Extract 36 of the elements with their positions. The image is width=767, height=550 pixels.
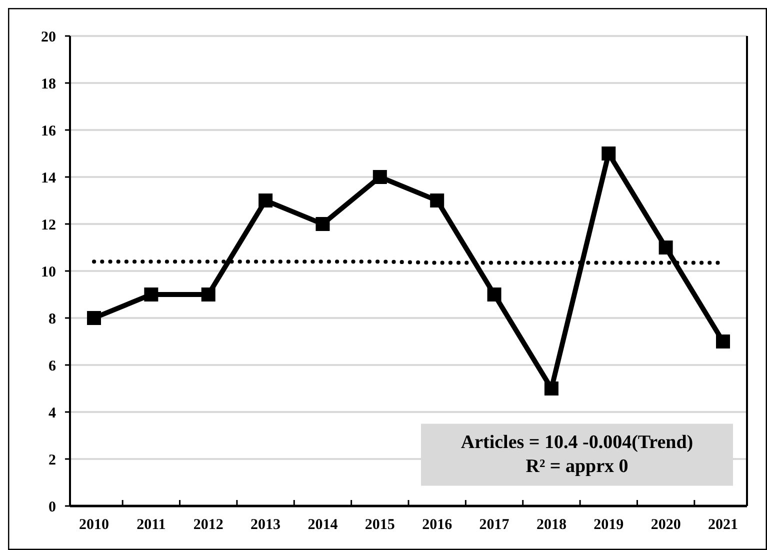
x-tick-label: 2010 <box>79 517 109 533</box>
x-tick-label: 2018 <box>536 517 566 533</box>
point <box>602 146 616 160</box>
x-tick-label: 2013 <box>250 517 281 533</box>
y-tick-label: 6 <box>48 358 56 374</box>
y-tick-label: 0 <box>48 499 56 516</box>
point <box>258 194 273 208</box>
point <box>544 382 558 396</box>
x-tick-label: 2011 <box>136 517 166 533</box>
point <box>372 170 387 184</box>
y-tick-label: 10 <box>41 264 56 280</box>
x-tick-label: 2016 <box>422 517 453 533</box>
y-tick-label: 12 <box>41 217 56 234</box>
y-tick-label: 14 <box>41 170 56 186</box>
y-tick-label: 4 <box>48 405 56 422</box>
x-tick-label: 2021 <box>708 517 738 533</box>
point <box>201 288 216 302</box>
point <box>487 288 502 302</box>
x-tick-label: 2020 <box>650 517 681 533</box>
x-tick-label: 2019 <box>594 517 624 533</box>
y-tick-label: 2 <box>48 452 56 468</box>
point <box>144 288 158 302</box>
y-tick-label: 18 <box>41 76 56 92</box>
annotation: Articles = 10.4 -0.004(Trend) R² = apprx 0 <box>460 432 694 477</box>
y-tick-label: 8 <box>48 311 56 328</box>
point <box>87 311 101 325</box>
x-tick-label: 2014 <box>308 517 338 533</box>
y-tick-label: 16 <box>41 123 56 140</box>
point <box>316 217 330 231</box>
point <box>658 240 673 254</box>
x-tick-label: 2017 <box>479 517 510 533</box>
point <box>716 334 730 348</box>
y-tick-label: 20 <box>41 29 56 46</box>
x-tick-label: 2012 <box>193 517 224 533</box>
point <box>430 194 444 208</box>
x-tick-label: 2015 <box>364 517 395 533</box>
